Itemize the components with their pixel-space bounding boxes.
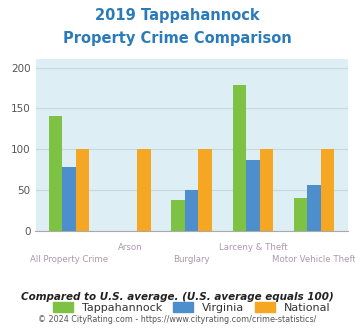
Bar [76, 149, 89, 231]
Legend: Tappahannock, Virginia, National: Tappahannock, Virginia, National [53, 302, 331, 313]
Bar [185, 190, 198, 231]
Bar [307, 185, 321, 231]
Bar [171, 200, 185, 231]
Bar [294, 198, 307, 231]
Text: Arson: Arson [118, 243, 143, 252]
Bar [62, 167, 76, 231]
Text: Motor Vehicle Theft: Motor Vehicle Theft [272, 255, 355, 264]
Text: Larceny & Theft: Larceny & Theft [219, 243, 287, 252]
Bar [198, 149, 212, 231]
Text: © 2024 CityRating.com - https://www.cityrating.com/crime-statistics/: © 2024 CityRating.com - https://www.city… [38, 315, 317, 324]
Text: Burglary: Burglary [173, 255, 210, 264]
Text: Property Crime Comparison: Property Crime Comparison [63, 31, 292, 46]
Text: Compared to U.S. average. (U.S. average equals 100): Compared to U.S. average. (U.S. average … [21, 292, 334, 302]
Bar [49, 116, 62, 231]
Bar [321, 149, 334, 231]
Bar [233, 85, 246, 231]
Text: 2019 Tappahannock: 2019 Tappahannock [95, 8, 260, 23]
Bar [260, 149, 273, 231]
Bar [246, 160, 260, 231]
Text: All Property Crime: All Property Crime [30, 255, 108, 264]
Bar [137, 149, 151, 231]
